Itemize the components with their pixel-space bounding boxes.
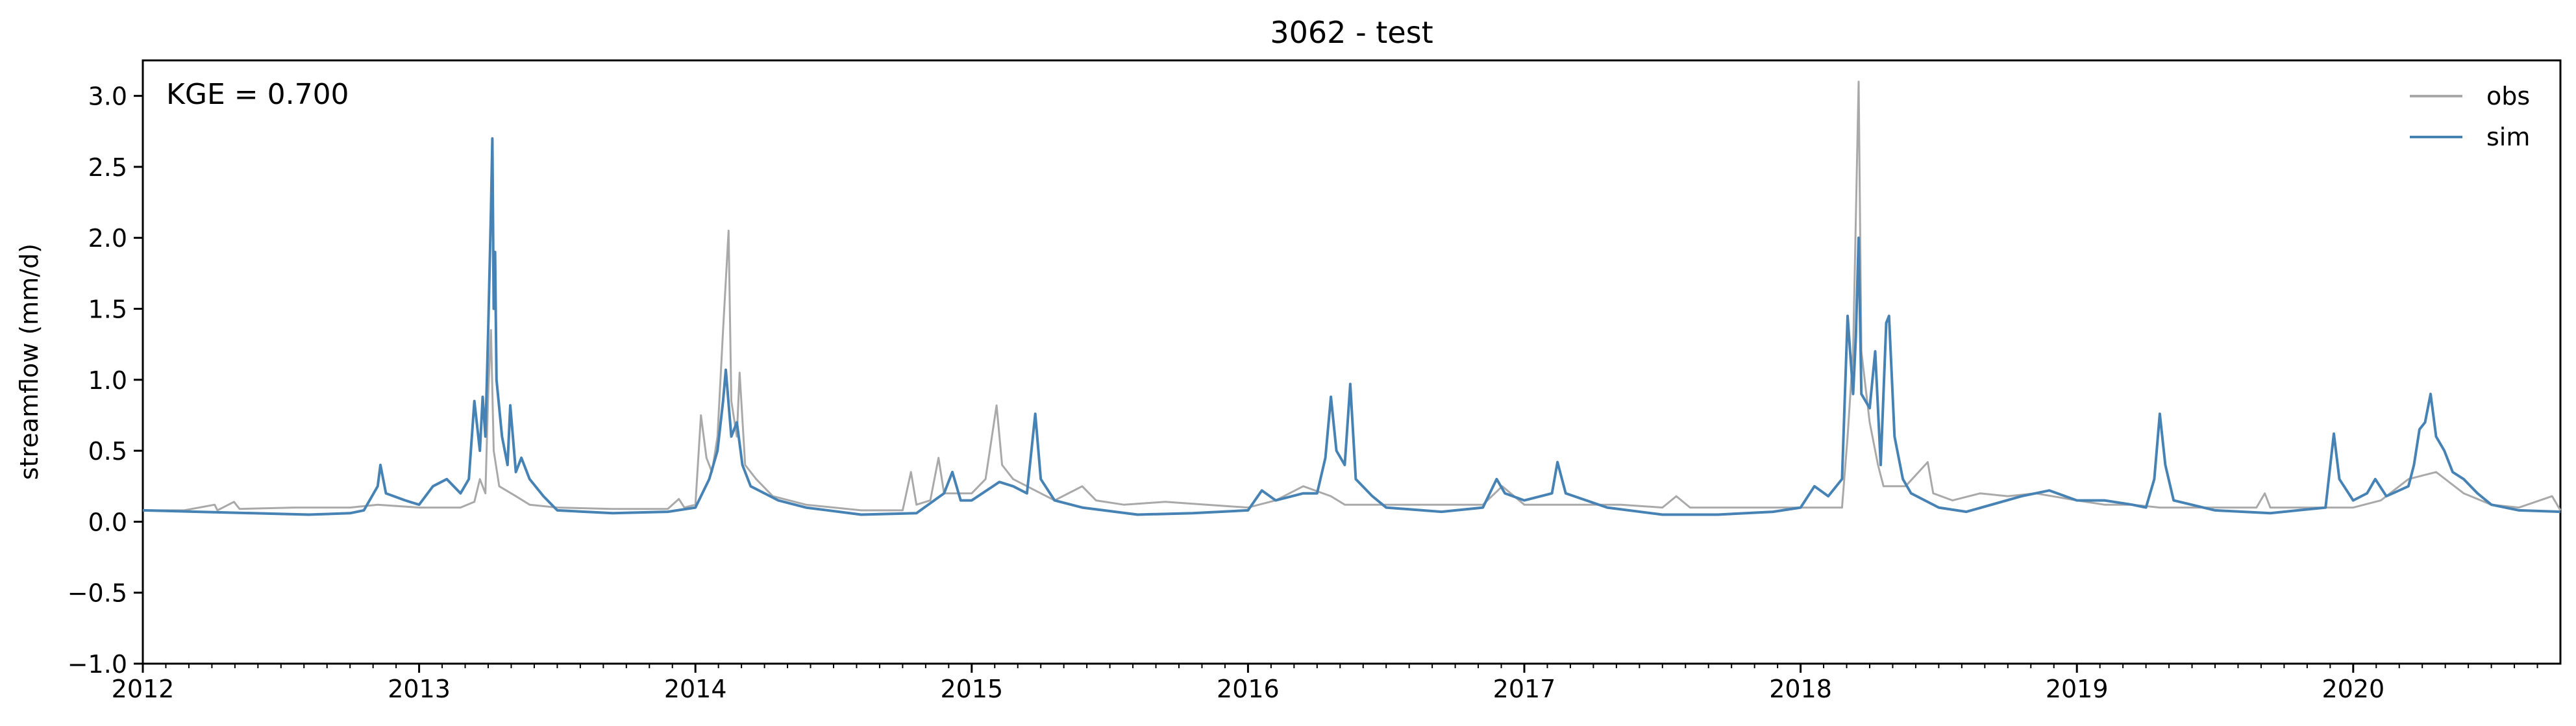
x-tick-label-2016: 2016	[1217, 675, 1280, 703]
y-tick-label-0: 0.0	[88, 508, 127, 536]
x-tick-label-2018: 2018	[1769, 675, 1832, 703]
x-tick-label-2019: 2019	[2046, 675, 2109, 703]
y-tick-label-0.5: 0.5	[88, 437, 127, 466]
y-tick-label-1: 1.0	[88, 366, 127, 395]
x-axis: 2012 2013 2014 2015 2016 2017 2018 2019 2020	[112, 664, 2538, 703]
y-axis-label: streamflow (mm/d)	[15, 244, 43, 480]
x-tick-label-2017: 2017	[1493, 675, 1556, 703]
legend-sim-label: sim	[2486, 123, 2530, 151]
chart-title: 3062 - test	[1270, 15, 1433, 50]
x-tick-label-2015: 2015	[940, 675, 1003, 703]
x-tick-label-2020: 2020	[2322, 675, 2384, 703]
series-line-sim	[142, 137, 2561, 516]
kge-annotation: KGE = 0.700	[166, 78, 349, 111]
y-tick-label-2.5: 2.5	[88, 153, 127, 182]
plot-frame	[142, 59, 2562, 665]
legend: obs sim	[2410, 82, 2530, 151]
plot-area: 2012 2013 2014 2015 2016 2017 2018 2019 2020 −1.…	[68, 59, 2562, 703]
series-line-obs	[143, 81, 2562, 512]
y-tick-label-3: 3.0	[88, 82, 127, 111]
y-tick-label--0.5: −0.5	[68, 579, 127, 608]
y-tick-label-2: 2.0	[88, 224, 127, 253]
y-axis: −1.0 −0.5 0.0 0.5 1.0 1.5 2.0 2.5 3.0	[68, 82, 143, 679]
y-tick-label--1: −1.0	[68, 650, 127, 679]
legend-obs-label: obs	[2486, 82, 2530, 110]
x-tick-label-2013: 2013	[388, 675, 451, 703]
series-layer	[142, 81, 2562, 516]
y-tick-label-1.5: 1.5	[88, 295, 127, 324]
x-tick-label-2012: 2012	[112, 675, 175, 703]
x-tick-label-2014: 2014	[664, 675, 727, 703]
